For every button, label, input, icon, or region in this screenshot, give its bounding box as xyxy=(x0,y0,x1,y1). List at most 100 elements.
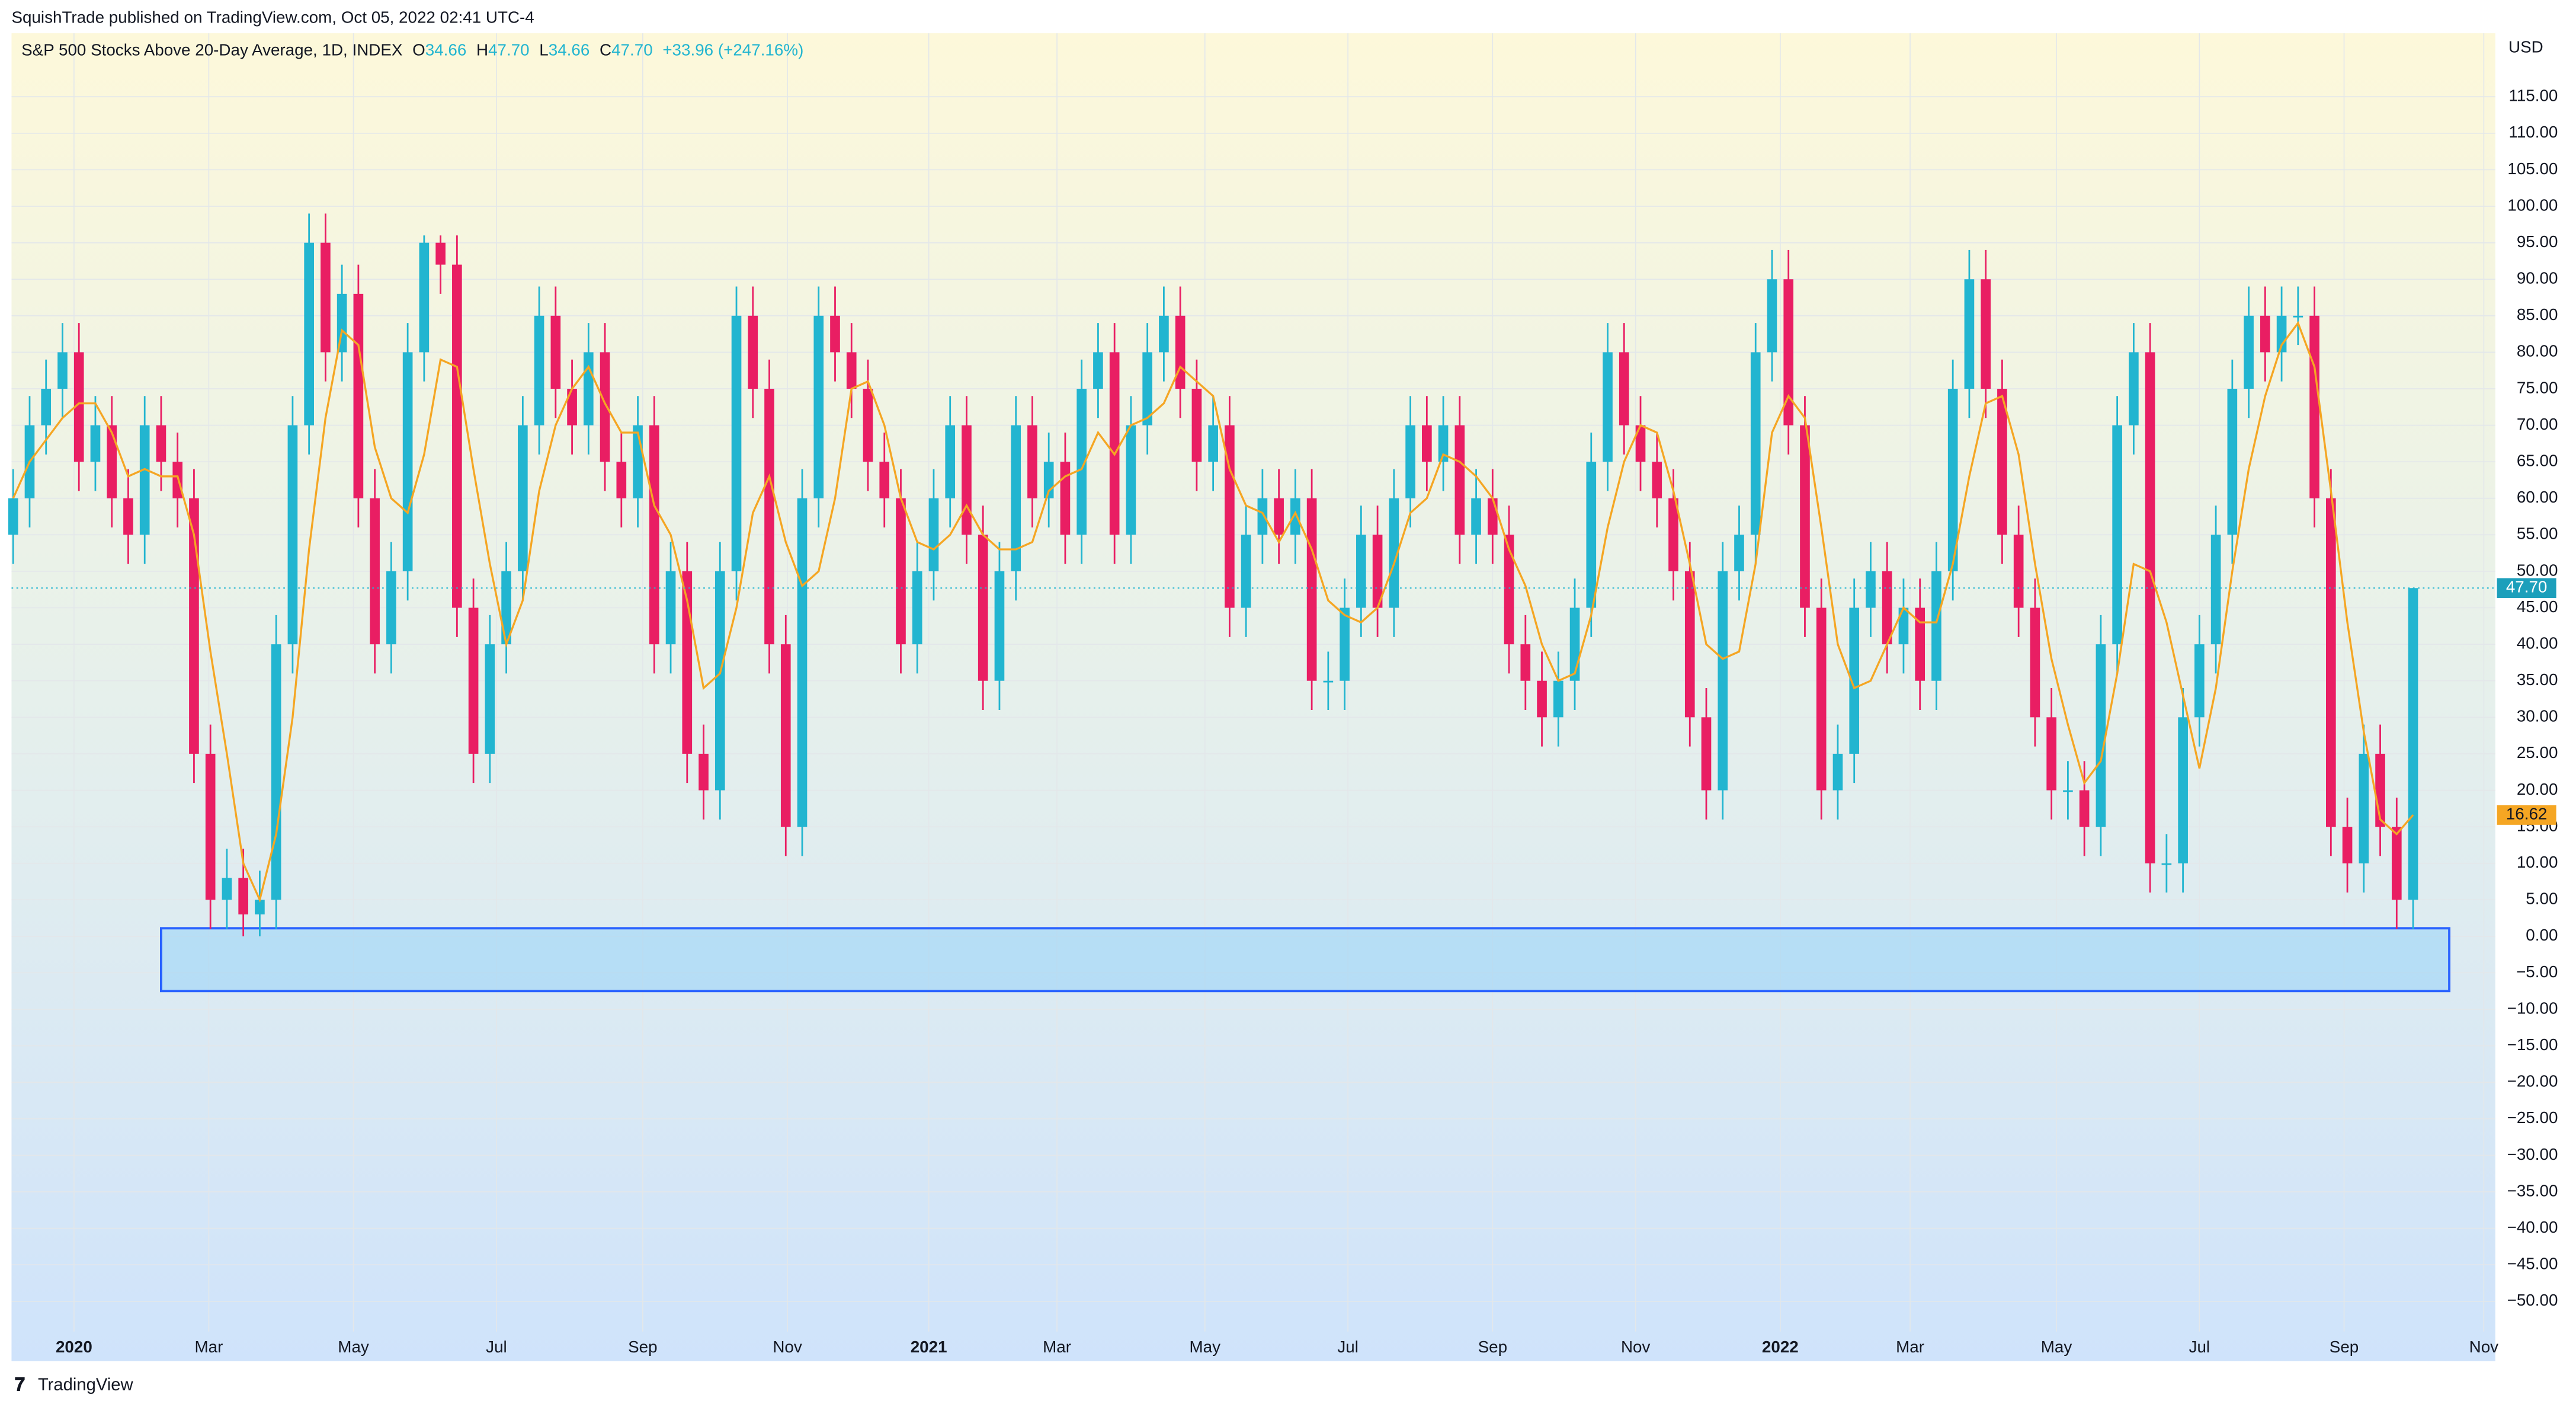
ma-badge xyxy=(2497,805,2556,825)
candle-body xyxy=(1849,607,1860,754)
last-price-label: 47.70 xyxy=(2506,578,2548,596)
x-tick-label: Sep xyxy=(628,1338,657,1356)
candle-body xyxy=(2063,790,2073,792)
candle-body xyxy=(1027,425,1037,498)
candle-body xyxy=(518,425,528,571)
x-tick-label: Mar xyxy=(1043,1338,1071,1356)
candle-body xyxy=(896,498,906,645)
candle-body xyxy=(2096,644,2106,827)
candle-body xyxy=(2079,790,2090,827)
candle-body xyxy=(57,352,68,389)
candle-body xyxy=(2161,863,2172,865)
candle-body xyxy=(715,571,725,791)
y-tick-label: −15.00 xyxy=(2507,1035,2558,1054)
candle-body xyxy=(1734,535,1744,571)
candle-body xyxy=(1257,498,1268,535)
candle-body xyxy=(2342,827,2353,863)
candle-body xyxy=(2326,498,2336,827)
candle-body xyxy=(205,753,216,900)
y-tick-label: 70.00 xyxy=(2517,415,2558,433)
y-tick-label: −30.00 xyxy=(2507,1145,2558,1163)
candle-body xyxy=(1635,425,1646,462)
candle-body xyxy=(1159,315,1169,353)
candle-body xyxy=(550,315,561,389)
candle-body xyxy=(1225,425,1235,608)
y-tick-label: 75.00 xyxy=(2517,378,2558,396)
candle-body xyxy=(1537,680,1547,718)
candle-body xyxy=(1454,425,1465,535)
legend-key: C xyxy=(600,41,611,59)
legend-value: 47.70 xyxy=(611,41,653,59)
y-tick-label: −50.00 xyxy=(2507,1291,2558,1309)
candle-body xyxy=(2013,535,2024,608)
y-tick-label: 40.00 xyxy=(2517,634,2558,652)
logo: 𝟕 TradingView xyxy=(15,1375,133,1395)
candle-body xyxy=(485,644,495,754)
candle-body xyxy=(139,425,150,535)
candle-body xyxy=(780,644,791,827)
candle-body xyxy=(879,462,890,498)
candle-body xyxy=(2030,607,2040,718)
legend-value: 34.66 xyxy=(549,41,590,59)
candle-body xyxy=(846,352,857,389)
y-tick-label: 10.00 xyxy=(2517,853,2558,871)
x-tick-label: 2020 xyxy=(56,1338,92,1356)
candle-body xyxy=(41,388,52,426)
candle-body xyxy=(748,315,758,389)
candle-body xyxy=(1619,352,1629,426)
candle-body xyxy=(1652,462,1662,498)
candle-body xyxy=(2260,315,2270,353)
candle-body xyxy=(994,571,1005,681)
candle-body xyxy=(567,388,577,426)
moving-average xyxy=(12,321,2414,903)
candle-body xyxy=(386,571,396,645)
legend-key: L xyxy=(539,41,548,59)
candle-body xyxy=(1438,425,1449,462)
zone xyxy=(159,927,2451,993)
y-tick-label: −25.00 xyxy=(2507,1108,2558,1127)
candle-body xyxy=(222,878,232,900)
candle-body xyxy=(928,498,939,571)
candle-body xyxy=(1882,571,1892,645)
candle-body xyxy=(435,242,446,265)
legend-key: O xyxy=(412,41,425,59)
x-tick-label: Jul xyxy=(486,1338,507,1356)
candle-body xyxy=(238,878,248,914)
candle-body xyxy=(1422,425,1432,462)
candle-body xyxy=(501,571,511,645)
x-tick-label: Sep xyxy=(1478,1338,1507,1356)
candle-body xyxy=(2293,315,2303,318)
candle-body xyxy=(1126,425,1136,535)
ma-label: 16.62 xyxy=(2506,804,2548,823)
candle-body xyxy=(1011,425,1021,571)
y-tick-label: 80.00 xyxy=(2517,342,2558,360)
candle-body xyxy=(321,242,331,353)
candle-body xyxy=(1898,607,1909,645)
candle-body xyxy=(255,900,265,914)
candle-body xyxy=(1142,352,1152,426)
candle-body xyxy=(1405,425,1415,498)
y-tick-label: 25.00 xyxy=(2517,743,2558,762)
candle-body xyxy=(271,644,281,900)
y-tick-label: 110.00 xyxy=(2508,123,2558,141)
candle-body xyxy=(1783,279,1794,426)
candle-body xyxy=(1356,535,1366,608)
x-tick-label: Sep xyxy=(2330,1338,2359,1356)
candle-body xyxy=(1832,753,1843,791)
y-tick-label: −40.00 xyxy=(2507,1218,2558,1236)
candle-body xyxy=(1520,644,1531,681)
y-tick-label: 60.00 xyxy=(2517,488,2558,506)
x-tick-label: Mar xyxy=(194,1338,223,1356)
candle-body xyxy=(1290,498,1300,535)
candle-body xyxy=(863,388,873,462)
candle-body xyxy=(797,498,808,827)
candle-body xyxy=(1553,680,1563,718)
y-tick-label: 20.00 xyxy=(2517,780,2558,798)
candle-body xyxy=(2210,535,2221,645)
candle-body xyxy=(2408,588,2418,900)
candle-body xyxy=(616,462,627,498)
candle-body xyxy=(1241,535,1251,608)
y-tick-label: 50.00 xyxy=(2517,561,2558,579)
candle-body xyxy=(1718,571,1728,791)
legend-title: S&P 500 Stocks Above 20-Day Average, 1D,… xyxy=(21,41,402,59)
